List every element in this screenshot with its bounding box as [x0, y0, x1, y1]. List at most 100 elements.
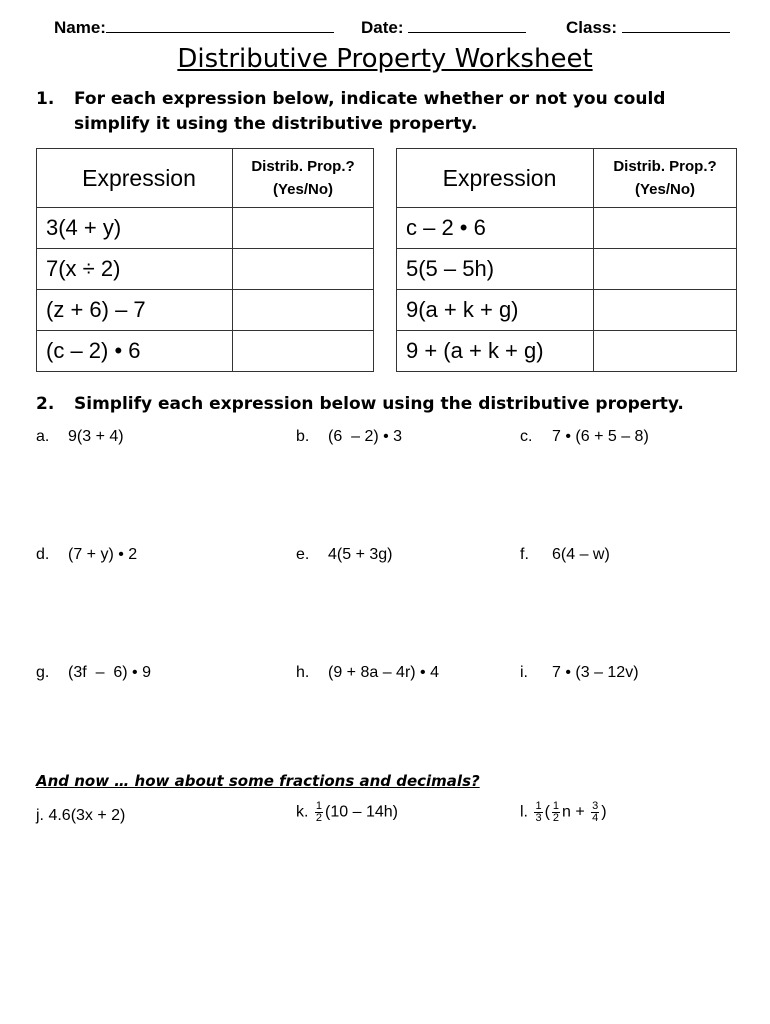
denominator: 4: [592, 812, 599, 824]
problem-expression: 4(5 + 3g): [328, 546, 393, 563]
expression-cell: 7(x ÷ 2): [36, 248, 233, 290]
problem-label: f.: [520, 546, 529, 563]
problem-expression: (3f – 6) • 9: [68, 664, 151, 681]
col-header-expression: Expression: [36, 148, 233, 208]
problem-k: k. 1 2 (10 – 14h): [296, 801, 398, 824]
expression-cell: 9 + (a + k + g): [396, 330, 594, 372]
table-row: 7(x ÷ 2): [36, 248, 374, 290]
answer-cell[interactable]: [232, 207, 374, 249]
answer-cell[interactable]: [593, 248, 737, 290]
answer-cell[interactable]: [232, 330, 374, 372]
problem-item: f. 6(4 – w): [520, 546, 610, 564]
question-1-number: 1.: [36, 89, 55, 109]
problem-expression: (7 + y) • 2: [68, 546, 138, 563]
table-row: 9(a + k + g): [396, 289, 737, 331]
table-row: 9 + (a + k + g): [396, 330, 737, 372]
problem-label: j.: [36, 807, 44, 824]
problem-item: h. (9 + 8a – 4r) • 4: [296, 664, 439, 682]
problem-item: i. 7 • (3 – 12v): [520, 664, 639, 682]
question-2-text: Simplify each expression below using the…: [74, 394, 684, 414]
expression-table-right: Expression Distrib. Prop.? (Yes/No) c – 2…: [396, 148, 737, 372]
denominator: 2: [315, 812, 323, 824]
answer-cell[interactable]: [232, 289, 374, 331]
answer-cell[interactable]: [593, 330, 737, 372]
col-header-distrib: Distrib. Prop.? (Yes/No): [232, 148, 374, 208]
fractions-subheading: And now … how about some fractions and d…: [36, 772, 480, 790]
expression-cell: 9(a + k + g): [396, 289, 594, 331]
problem-expression: 7 • (6 + 5 – 8): [552, 428, 649, 445]
problem-label: e.: [296, 546, 310, 563]
col-header-expression: Expression: [396, 148, 594, 208]
question-2-number: 2.: [36, 394, 55, 414]
table-row: c – 2 • 6: [396, 207, 737, 249]
col-header-distrib: Distrib. Prop.? (Yes/No): [593, 148, 737, 208]
expression-table-left: Expression Distrib. Prop.? (Yes/No) 3(4 +…: [36, 148, 374, 372]
table-row: 3(4 + y): [36, 207, 374, 249]
problem-expression: (9 + 8a – 4r) • 4: [328, 664, 439, 681]
problem-item: g. (3f – 6) • 9: [36, 664, 151, 682]
date-label: Date:: [361, 18, 404, 37]
expression-cell: (z + 6) – 7: [36, 289, 233, 331]
question-1-line-1: For each expression below, indicate whet…: [74, 89, 666, 109]
table-row: (z + 6) – 7: [36, 289, 374, 331]
problem-l: l. 1 3(1 2 n + 3 4): [520, 801, 607, 824]
problem-expression: 4.6(3x + 2): [48, 807, 126, 824]
question-1-line-2: simplify it using the distributive prope…: [74, 114, 478, 134]
problem-expression: n +: [562, 803, 590, 821]
expression-cell: 5(5 – 5h): [396, 248, 594, 290]
expression-cell: c – 2 • 6: [396, 207, 594, 249]
problem-expression: (10 – 14h): [325, 803, 398, 821]
numerator: 1: [314, 800, 324, 813]
col-header-line-1: Distrib. Prop.?: [613, 158, 717, 175]
problem-item: e. 4(5 + 3g): [296, 546, 392, 564]
problem-label: a.: [36, 428, 50, 445]
problem-label: c.: [520, 428, 533, 445]
close-paren: ): [601, 803, 607, 821]
numerator: 1: [534, 800, 543, 813]
problem-expression: (6 – 2) • 3: [328, 428, 403, 445]
col-header-line-2: (Yes/No): [634, 181, 695, 198]
expression-cell: 3(4 + y): [36, 207, 233, 249]
name-blank[interactable]: [105, 16, 334, 33]
open-paren: (: [544, 803, 550, 821]
answer-cell[interactable]: [232, 248, 374, 290]
problem-expression: 9(3 + 4): [68, 428, 124, 445]
name-label: Name:: [54, 18, 106, 37]
problem-label: h.: [296, 664, 310, 681]
problem-item: d. (7 + y) • 2: [36, 546, 137, 564]
problem-label: b.: [296, 428, 310, 445]
answer-cell[interactable]: [593, 289, 737, 331]
col-header-line-2: (Yes/No): [272, 181, 333, 198]
problem-label: l.: [520, 803, 528, 821]
problem-label: k.: [296, 803, 309, 821]
expression-cell: (c – 2) • 6: [36, 330, 233, 372]
class-blank[interactable]: [621, 16, 730, 33]
problem-item: c. 7 • (6 + 5 – 8): [520, 428, 649, 446]
answer-cell[interactable]: [593, 207, 737, 249]
date-field[interactable]: Date:: [361, 16, 527, 38]
class-label: Class:: [566, 18, 618, 37]
problem-j: j. 4.6(3x + 2): [36, 807, 125, 825]
class-field[interactable]: Class:: [566, 16, 730, 38]
numerator: 3: [591, 800, 600, 813]
problem-label: i.: [520, 664, 528, 681]
problem-expression: 7 • (3 – 12v): [552, 664, 639, 681]
problem-label: g.: [36, 664, 50, 681]
col-header-line-1: Distrib. Prop.?: [251, 158, 355, 175]
problem-item: a. 9(3 + 4): [36, 428, 124, 446]
page-title: Distributive Property Worksheet: [177, 44, 593, 74]
numerator: 1: [551, 800, 561, 813]
denominator: 2: [552, 812, 560, 824]
name-field[interactable]: Name:: [54, 16, 334, 38]
date-blank[interactable]: [408, 16, 527, 33]
table-row: (c – 2) • 6: [36, 330, 374, 372]
problem-label: d.: [36, 546, 50, 563]
problem-expression: 6(4 – w): [552, 546, 610, 563]
problem-item: b. (6 – 2) • 3: [296, 428, 402, 446]
table-row: 5(5 – 5h): [396, 248, 737, 290]
